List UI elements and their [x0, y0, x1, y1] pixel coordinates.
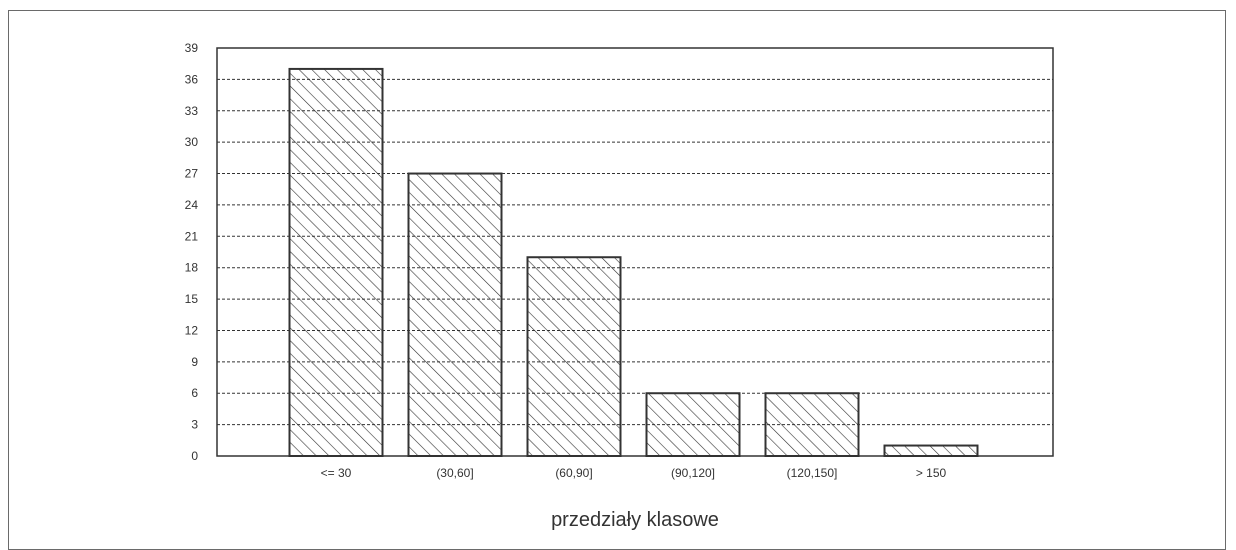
x-tick-label: (60,90]: [555, 466, 592, 480]
y-tick-label: 33: [185, 104, 199, 118]
y-tick-label: 18: [185, 261, 199, 275]
y-tick-label: 6: [191, 386, 198, 400]
y-tick-label: 24: [185, 198, 199, 212]
y-tick-label: 39: [185, 41, 199, 55]
x-tick-label: (120,150]: [787, 466, 838, 480]
bar: [526, 256, 622, 457]
y-tick-label: 27: [185, 167, 199, 181]
y-tick-label: 21: [185, 229, 199, 243]
plot-area: [216, 47, 1054, 457]
y-tick-label: 36: [185, 72, 199, 86]
bars: [288, 67, 979, 458]
x-tick-label: <= 30: [321, 466, 352, 480]
y-tick-label: 3: [191, 418, 198, 432]
bar: [645, 392, 741, 458]
x-axis-label: przedziały klasowe: [551, 509, 719, 531]
bar: [764, 392, 860, 458]
y-tick-label: 15: [185, 292, 199, 306]
bar: [288, 67, 384, 458]
x-tick-label: > 150: [916, 466, 947, 480]
y-tick-label: 12: [185, 323, 199, 337]
bar: [407, 172, 503, 458]
x-tick-label: (90,120]: [671, 466, 715, 480]
y-tick-label: 9: [191, 355, 198, 369]
x-tick-labels: <= 30 (30,60] (60,90] (90,120] (120,150] > 15…: [321, 466, 947, 480]
y-tick-label: 30: [185, 135, 199, 149]
y-tick-label: 0: [191, 449, 198, 463]
x-tick-label: (30,60]: [436, 466, 473, 480]
bar: [883, 444, 979, 457]
